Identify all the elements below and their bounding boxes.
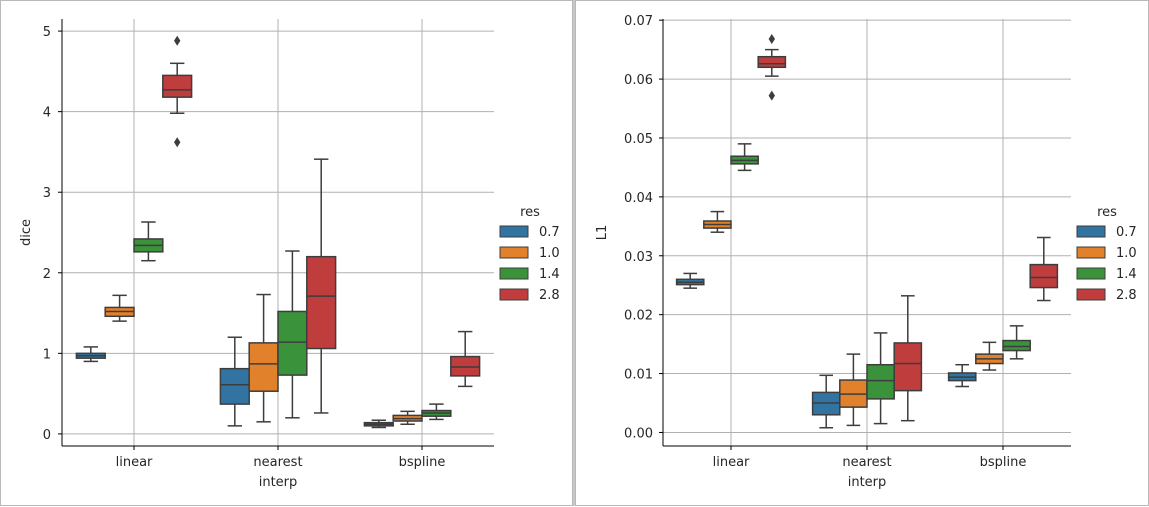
y-tick-label: 5 (43, 25, 51, 40)
box-1.0-nearest (839, 353, 868, 427)
x-tick-label: nearest (842, 455, 891, 470)
box-1.0-linear (703, 210, 732, 233)
legend-swatch (1076, 225, 1106, 238)
y-tick-label: 2 (43, 267, 51, 282)
legend-swatch (499, 246, 529, 259)
y-tick-label: 4 (43, 106, 51, 121)
box-0.7-nearest (219, 336, 250, 427)
iqr-box (866, 363, 895, 400)
legend-entry-label: 0.7 (1116, 225, 1137, 240)
x-axis-label: interp (259, 475, 298, 490)
box-2.8-nearest (893, 295, 923, 422)
box-1.4-bspline (1002, 325, 1031, 360)
legend-swatch (499, 225, 529, 238)
legend-entry-label: 1.0 (1116, 246, 1137, 261)
y-tick-label: 0.02 (624, 309, 653, 324)
y-tick-label: 0.06 (624, 73, 653, 88)
box-1.4-linear (730, 143, 759, 172)
panel-splitter[interactable] (573, 0, 575, 506)
x-axis-label: interp (848, 475, 887, 490)
box-0.7-linear (75, 346, 106, 363)
y-axis-label: L1 (595, 225, 610, 241)
box-1.0-linear (104, 294, 135, 322)
box-2.8-linear (757, 34, 787, 101)
y-tick-label: 0.05 (624, 132, 653, 147)
box-0.7-nearest (811, 374, 841, 429)
x-tick-label: linear (116, 455, 153, 470)
legend-swatch (1076, 267, 1106, 280)
y-tick-label: 0.00 (624, 426, 653, 441)
box-2.8-linear (162, 35, 193, 148)
legend-swatch (499, 288, 529, 301)
outlier-marker (768, 34, 775, 45)
legend-entry-label: 2.8 (1116, 288, 1137, 303)
box-1.4-nearest (277, 250, 308, 419)
x-tick-label: nearest (253, 455, 302, 470)
iqr-box (450, 355, 481, 377)
box-0.7-bspline (947, 363, 977, 388)
box-2.8-bspline (450, 330, 481, 388)
box-1.4-bspline (421, 403, 452, 421)
legend-title: res (1097, 205, 1117, 220)
legend-entry-label: 1.0 (539, 246, 560, 261)
x-tick-label: bspline (399, 455, 446, 470)
y-tick-label: 3 (43, 186, 51, 201)
y-tick-label: 1 (43, 347, 51, 362)
box-0.7-bspline (363, 419, 394, 429)
iqr-box (1002, 339, 1031, 352)
iqr-box (306, 255, 337, 350)
legend: res 0.7 1.0 1.4 2.8 (1076, 205, 1137, 303)
box-1.0-bspline (975, 341, 1004, 371)
legend-swatch (499, 267, 529, 280)
y-tick-label: 0.03 (624, 250, 653, 265)
l1-panel: 0.00 0.01 0.02 0.03 0.04 0.05 0.06 0.07 linear ne… (575, 0, 1149, 506)
legend-title: res (520, 205, 540, 220)
legend-entry-label: 1.4 (539, 267, 560, 282)
box-1.0-bspline (392, 410, 423, 425)
y-tick-label: 0 (43, 428, 51, 443)
box-2.8-bspline (1029, 236, 1059, 302)
box-1.4-nearest (866, 332, 895, 425)
iqr-box (893, 342, 923, 392)
l1-boxplot-chart: 0.00 0.01 0.02 0.03 0.04 0.05 0.06 0.07 linear ne… (595, 14, 1137, 490)
y-axis-label: dice (19, 219, 34, 246)
box-1.4-linear (133, 221, 164, 262)
x-tick-label: bspline (980, 455, 1027, 470)
box-0.7-linear (675, 272, 705, 289)
x-tick-label: linear (713, 455, 750, 470)
y-tick-label: 0.04 (624, 191, 653, 206)
iqr-box (757, 55, 787, 69)
box-1.0-nearest (248, 293, 279, 423)
y-tick-label: 0.07 (624, 14, 653, 29)
iqr-box (1029, 263, 1059, 289)
legend-entry-label: 1.4 (1116, 267, 1137, 282)
outlier-marker (174, 35, 181, 46)
y-tick-label: 0.01 (624, 368, 653, 383)
box-2.8-nearest (306, 158, 337, 414)
dice-boxplot-chart: 0 1 2 3 4 5 linear nearest bspline interp dice res 0… (19, 19, 560, 490)
iqr-box (277, 310, 308, 376)
legend-swatch (1076, 246, 1106, 259)
legend: res 0.7 1.0 1.4 2.8 (499, 205, 560, 303)
legend-swatch (1076, 288, 1106, 301)
outlier-marker (768, 90, 775, 101)
outlier-marker (174, 137, 181, 148)
legend-entry-label: 0.7 (539, 225, 560, 240)
iqr-box (248, 342, 279, 392)
iqr-box (162, 74, 193, 98)
iqr-box (219, 367, 250, 405)
dice-panel: 0 1 2 3 4 5 linear nearest bspline interp dice res 0… (0, 0, 573, 506)
legend-entry-label: 2.8 (539, 288, 560, 303)
